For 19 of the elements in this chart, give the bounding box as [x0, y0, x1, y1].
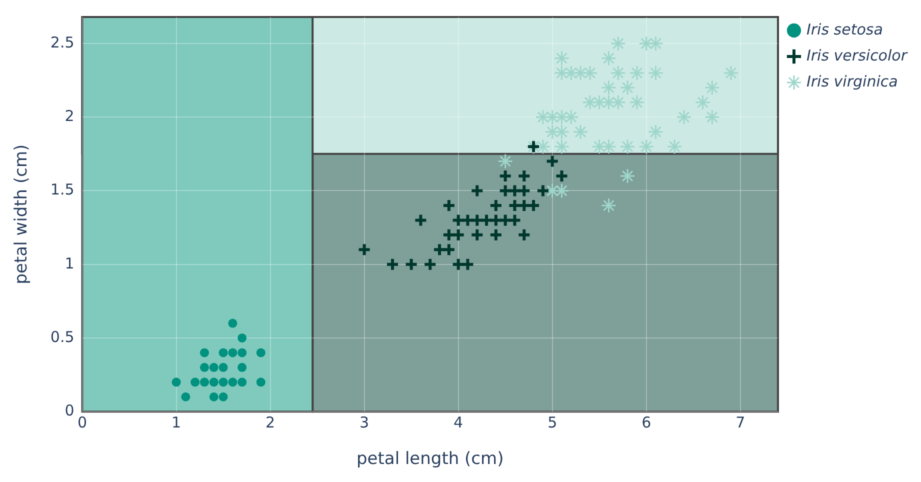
y-tick-label: 2.5 [50, 33, 74, 52]
y-tick-label: 1.5 [50, 180, 74, 199]
x-tick-label: 2 [266, 413, 276, 432]
y-tick-label: 0.5 [50, 328, 74, 346]
x-tick-label: 7 [736, 413, 746, 432]
x-axis-title: petal length (cm) [356, 449, 504, 470]
x-tick-label: 3 [360, 413, 370, 432]
x-tick-label: 6 [642, 413, 652, 432]
y-tick-label: 2 [64, 107, 74, 126]
x-tick-label: 5 [548, 413, 558, 432]
x-tick-label: 0 [77, 413, 88, 432]
x-tick-label: 4 [454, 413, 464, 432]
x-tick-label: 1 [171, 413, 182, 432]
legend-label: Iris versicolor [806, 46, 908, 64]
y-tick-label: 0 [64, 401, 74, 420]
legend-label: Iris setosa [806, 20, 883, 38]
legend-label: Iris virginica [806, 72, 898, 90]
y-tick-label: 1 [64, 254, 74, 272]
y-axis-title: petal width (cm) [12, 144, 32, 284]
